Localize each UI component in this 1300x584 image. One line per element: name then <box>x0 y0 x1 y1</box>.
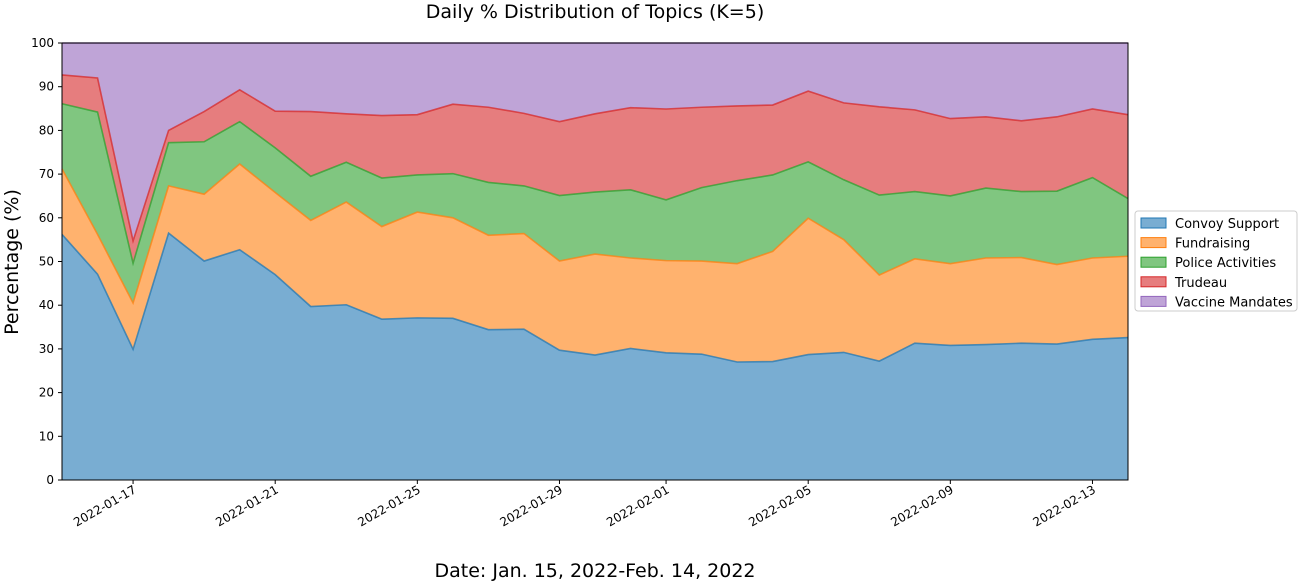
legend-swatch-trudeau <box>1140 276 1167 288</box>
x-tick-label: 2022-02-05 <box>746 482 813 529</box>
area-trudeau <box>62 74 1128 264</box>
y-axis: 0 10 20 30 40 50 60 70 80 90 100 <box>31 36 62 487</box>
y-tick-label: 60 <box>39 211 54 225</box>
x-tick-label: 2022-01-29 <box>498 482 565 529</box>
area-vaccine-mandates <box>62 43 1128 241</box>
chart-title: Daily % Distribution of Topics (K=5) <box>426 1 764 23</box>
x-axis-label: Date: Jan. 15, 2022-Feb. 14, 2022 <box>434 560 755 582</box>
y-tick-label: 90 <box>39 80 54 94</box>
legend-swatch-fundraising <box>1140 237 1167 249</box>
legend-swatch-vaccine-mandates <box>1140 295 1167 307</box>
area-police-activities <box>62 103 1128 304</box>
x-tick-label: 2022-02-01 <box>604 482 671 529</box>
legend-swatch-convoy-support <box>1140 217 1167 229</box>
x-tick-label: 2022-02-09 <box>888 482 955 529</box>
area-convoy-support <box>62 233 1128 480</box>
x-tick-label: 2022-01-17 <box>71 482 138 529</box>
y-tick-label: 30 <box>39 342 54 356</box>
legend-label-vaccine-mandates: Vaccine Mandates <box>1175 295 1293 310</box>
area-fundraising <box>62 164 1128 363</box>
edge-line-trudeau <box>61 74 1129 245</box>
area-layers <box>62 43 1128 480</box>
edge-line-police-activities <box>61 102 1129 267</box>
legend-label-police-activities: Police Activities <box>1175 256 1276 271</box>
x-tick-label: 2022-01-21 <box>213 482 280 529</box>
y-axis-label: Percentage (%) <box>1 189 23 335</box>
legend-box <box>1134 210 1298 312</box>
y-tick-label: 100 <box>31 36 54 50</box>
legend-label-fundraising: Fundraising <box>1175 237 1250 252</box>
y-tick-label: 70 <box>39 167 54 181</box>
y-tick-label: 50 <box>39 255 54 269</box>
edge-line-fundraising <box>61 163 1129 306</box>
x-tick-label: 2022-02-13 <box>1031 482 1098 529</box>
legend-swatch-police-activities <box>1140 256 1167 268</box>
y-tick-label: 0 <box>46 473 54 487</box>
y-tick-label: 10 <box>39 429 54 443</box>
legend-label-convoy-support: Convoy Support <box>1175 217 1279 232</box>
y-tick-label: 20 <box>39 386 54 400</box>
y-tick-label: 80 <box>39 123 54 137</box>
edge-line-convoy-support <box>61 231 1129 363</box>
x-tick-label: 2022-01-25 <box>355 482 422 529</box>
legend-label-trudeau: Trudeau <box>1174 276 1227 291</box>
legend: Convoy Support Fundraising Police Activiti… <box>1134 210 1298 312</box>
y-tick-label: 40 <box>39 298 54 312</box>
x-axis: 2022-01-17 2022-01-21 2022-01-25 2022-01-29… <box>71 480 1098 529</box>
